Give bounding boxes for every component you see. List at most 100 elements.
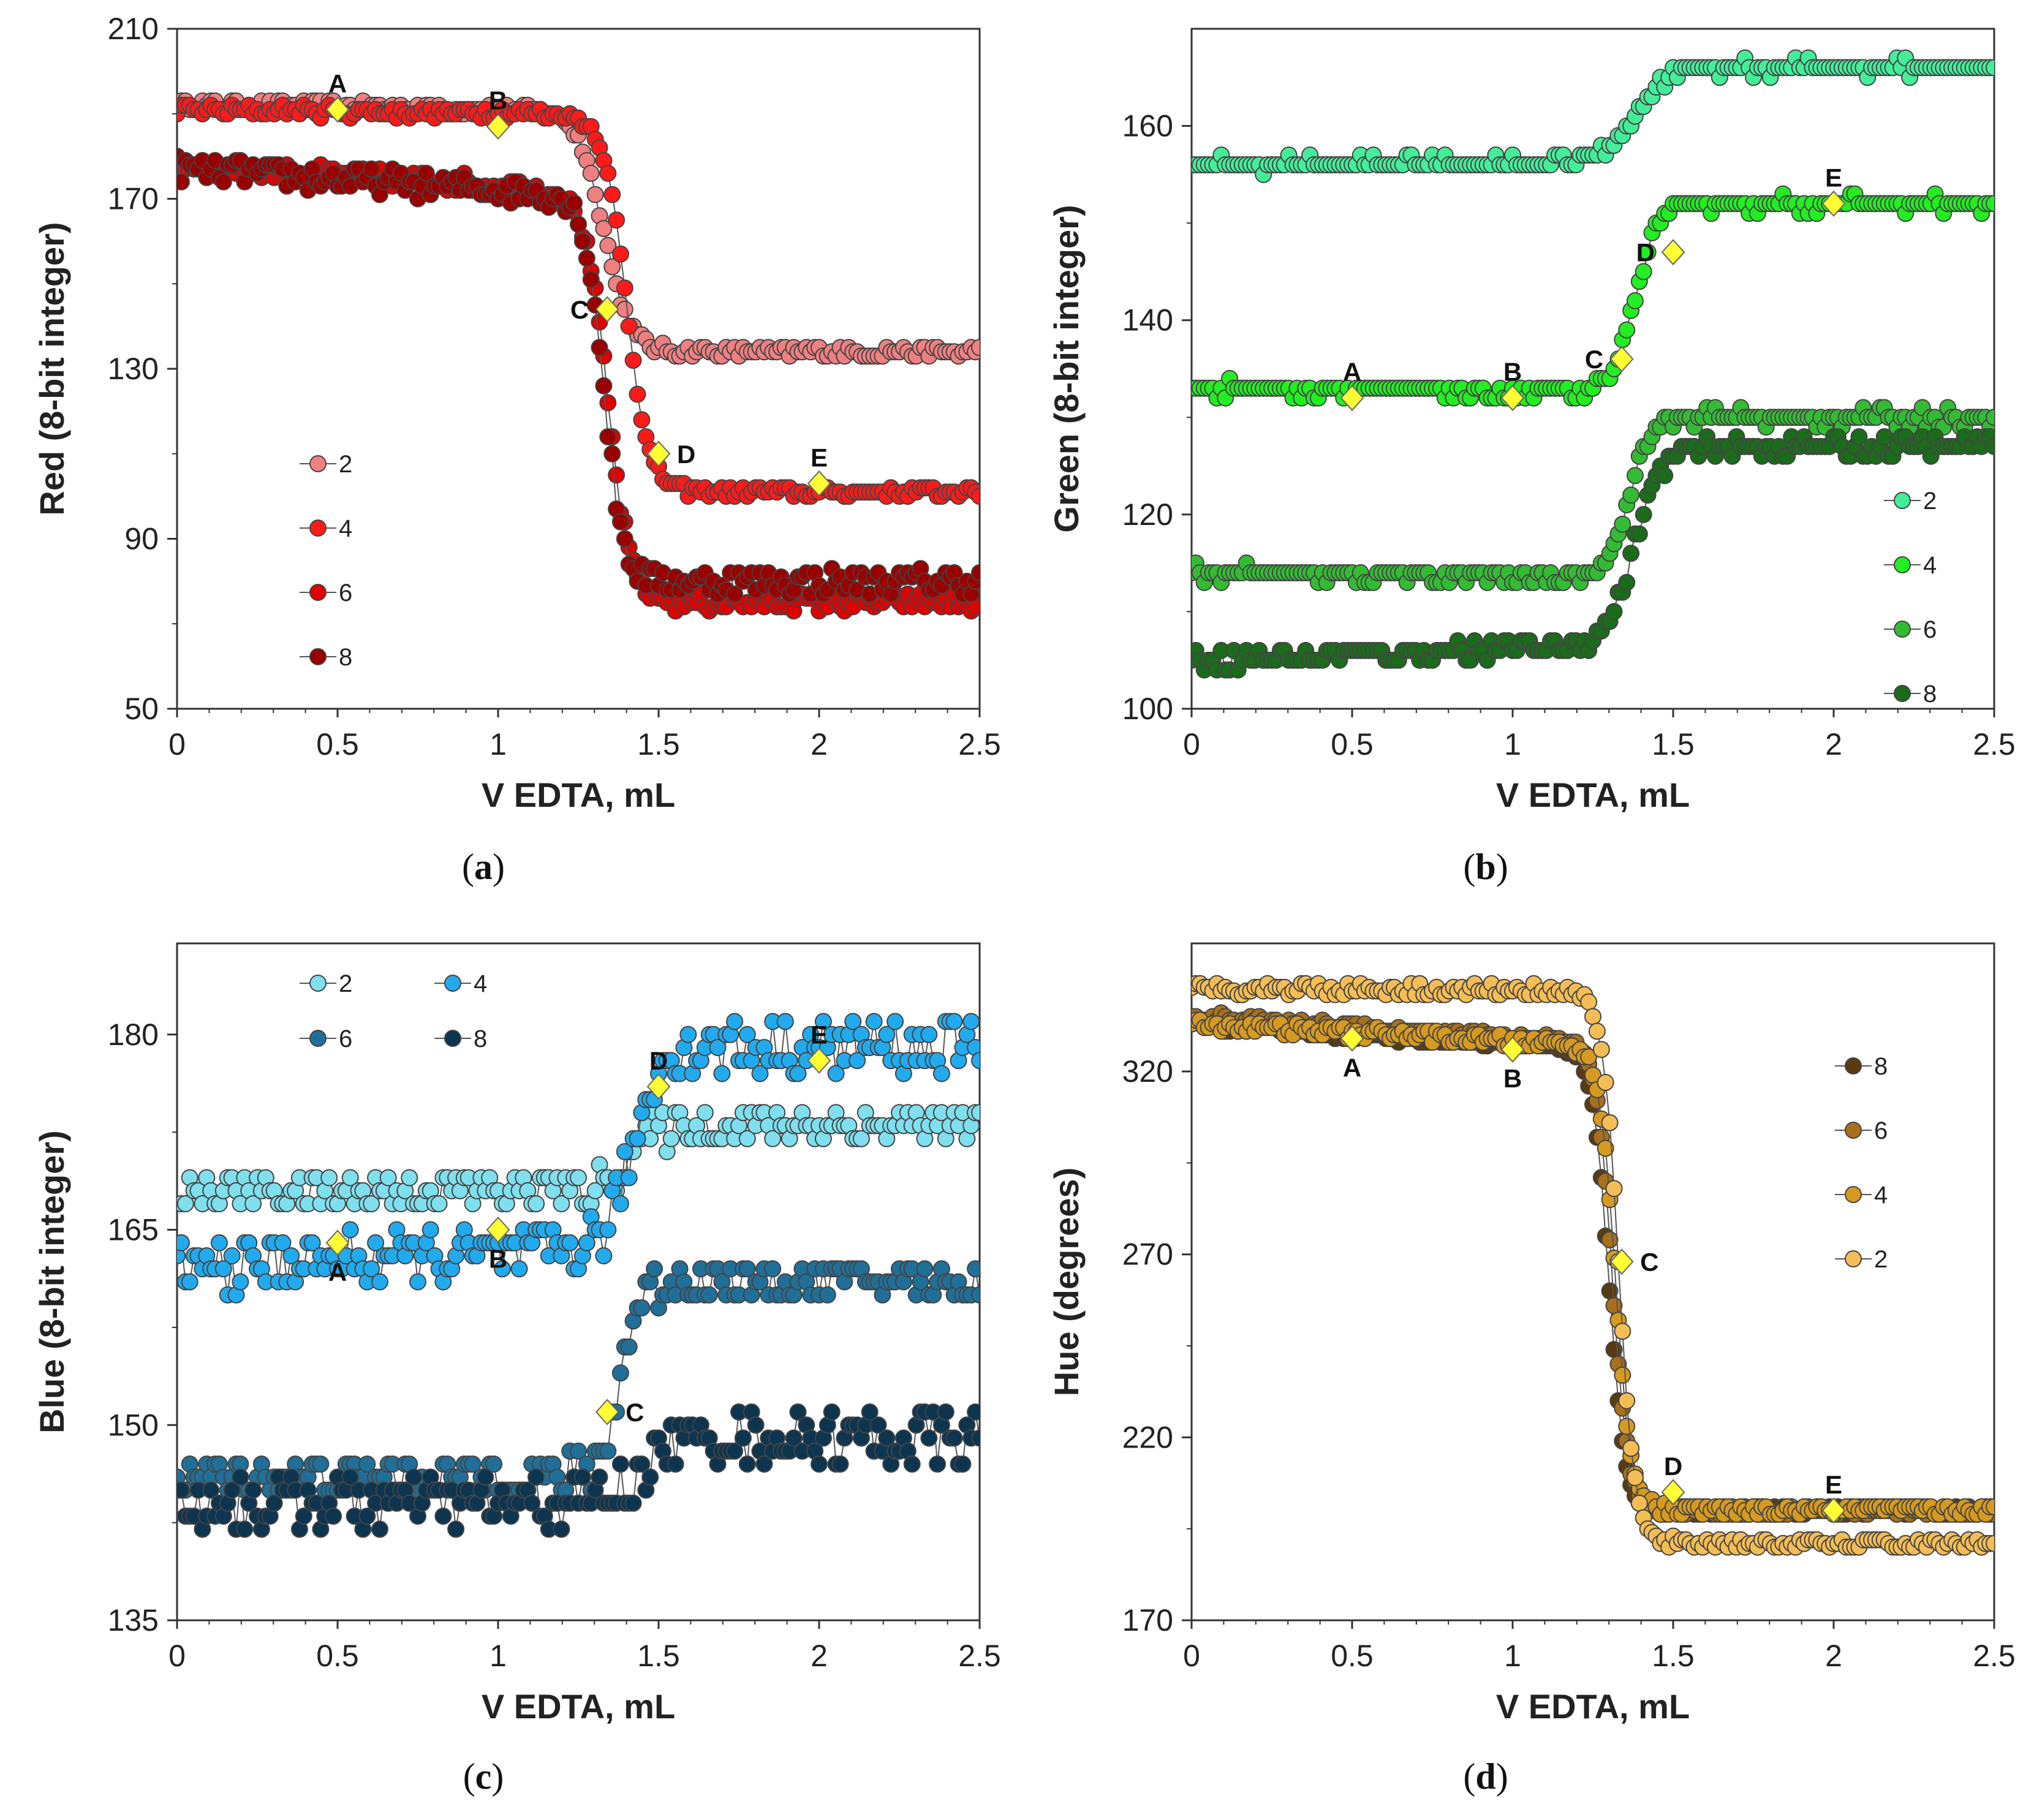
- data-point: [844, 1013, 862, 1030]
- data-point: [573, 232, 591, 250]
- data-point: [903, 1456, 921, 1473]
- data-point: [945, 1429, 963, 1447]
- annotation-marker: [595, 1399, 619, 1425]
- data-point: [1605, 603, 1623, 621]
- data-point: [553, 1195, 570, 1212]
- data-point: [405, 1468, 423, 1486]
- legend-label: 8: [1923, 681, 1937, 708]
- annotation-marker: [646, 1073, 671, 1100]
- data-point: [971, 1052, 980, 1070]
- x-tick-label: 2.5: [958, 727, 1001, 761]
- data-point: [591, 1468, 608, 1486]
- y-tick-label: 160: [1122, 109, 1173, 143]
- data-point: [578, 1234, 595, 1252]
- series-8: [1192, 428, 1994, 679]
- caption-close: ): [491, 1756, 504, 1797]
- legend-label: 6: [339, 580, 352, 606]
- x-tick-label: 1: [1504, 1639, 1521, 1673]
- x-tick-label: 2.5: [958, 1639, 1001, 1673]
- data-point: [578, 249, 595, 267]
- data-point: [679, 1025, 697, 1043]
- data-point: [611, 245, 629, 263]
- data-point: [1618, 573, 1636, 591]
- legend-item: 2: [300, 451, 352, 478]
- x-axis-label: V EDTA, mL: [482, 776, 675, 814]
- annotation-marker: [1821, 1497, 1846, 1524]
- data-point: [738, 1260, 756, 1278]
- data-point: [1850, 428, 1868, 445]
- data-point: [341, 1221, 359, 1239]
- data-point: [662, 1130, 680, 1147]
- legend-label: 2: [339, 970, 352, 997]
- data-point: [726, 1442, 744, 1460]
- data-point: [971, 564, 980, 581]
- data-point: [214, 173, 232, 191]
- data-point: [582, 164, 600, 182]
- data-point: [789, 1403, 807, 1421]
- data-point: [1986, 1498, 1994, 1516]
- x-axis-label: V EDTA, mL: [1496, 776, 1690, 814]
- data-point: [624, 1494, 642, 1512]
- data-point: [434, 1508, 452, 1525]
- data-point: [202, 1481, 220, 1499]
- annotation-marker: [325, 96, 350, 123]
- y-axis-label: Hue (degrees): [1047, 1168, 1086, 1396]
- data-point: [177, 1481, 190, 1499]
- legend-marker: [309, 975, 327, 992]
- data-point: [320, 1169, 338, 1187]
- annotation-label: C: [570, 295, 589, 324]
- data-point: [811, 1456, 828, 1473]
- data-point: [667, 1456, 684, 1473]
- series-2: [1192, 975, 1994, 1556]
- data-point: [1986, 59, 1994, 77]
- data-point: [696, 1104, 714, 1122]
- data-point: [726, 585, 744, 603]
- data-point: [595, 220, 613, 238]
- data-point: [700, 1286, 718, 1304]
- caption-letter: c: [475, 1756, 492, 1797]
- data-point: [422, 1221, 439, 1239]
- data-point: [367, 1234, 385, 1252]
- x-tick-label: 1.5: [1652, 727, 1695, 761]
- data-point: [971, 1286, 980, 1304]
- series-4: [177, 1013, 980, 1304]
- data-point: [1622, 545, 1640, 562]
- data-point: [611, 1456, 629, 1473]
- data-point: [954, 1456, 972, 1473]
- annotation-marker: [1340, 1025, 1364, 1052]
- data-point: [553, 1520, 570, 1538]
- y-tick-label: 150: [108, 1408, 159, 1442]
- data-point: [1601, 1231, 1619, 1248]
- data-point: [971, 1104, 980, 1122]
- data-point: [611, 1195, 629, 1212]
- data-point: [1614, 515, 1631, 533]
- x-tick-label: 0: [168, 727, 186, 761]
- data-point: [932, 1065, 950, 1082]
- data-point: [1618, 1392, 1636, 1410]
- panel-caption: (c): [463, 1756, 504, 1797]
- data-point: [831, 1456, 849, 1473]
- data-point: [1622, 486, 1640, 504]
- x-tick-label: 2: [1825, 1639, 1842, 1673]
- data-point: [709, 1039, 727, 1056]
- data-point: [869, 1416, 887, 1434]
- data-point: [633, 1299, 651, 1316]
- data-point: [641, 1468, 659, 1486]
- legend-label: 8: [474, 1025, 487, 1052]
- legend-label: 4: [474, 970, 487, 997]
- data-point: [1597, 1074, 1614, 1091]
- legend-marker: [309, 519, 327, 537]
- annotation-marker: [325, 1229, 350, 1256]
- annotation-marker: [807, 1047, 831, 1074]
- data-point: [341, 1468, 359, 1486]
- data-point: [620, 1338, 638, 1356]
- data-point: [1580, 1048, 1598, 1066]
- data-point: [603, 186, 621, 203]
- data-point: [210, 1234, 228, 1252]
- data-point: [586, 1182, 604, 1199]
- y-tick-label: 210: [108, 12, 159, 46]
- data-point: [865, 1013, 883, 1030]
- y-tick-label: 170: [1122, 1603, 1173, 1637]
- legend-item: 8: [1835, 1053, 1888, 1080]
- data-point: [624, 352, 642, 369]
